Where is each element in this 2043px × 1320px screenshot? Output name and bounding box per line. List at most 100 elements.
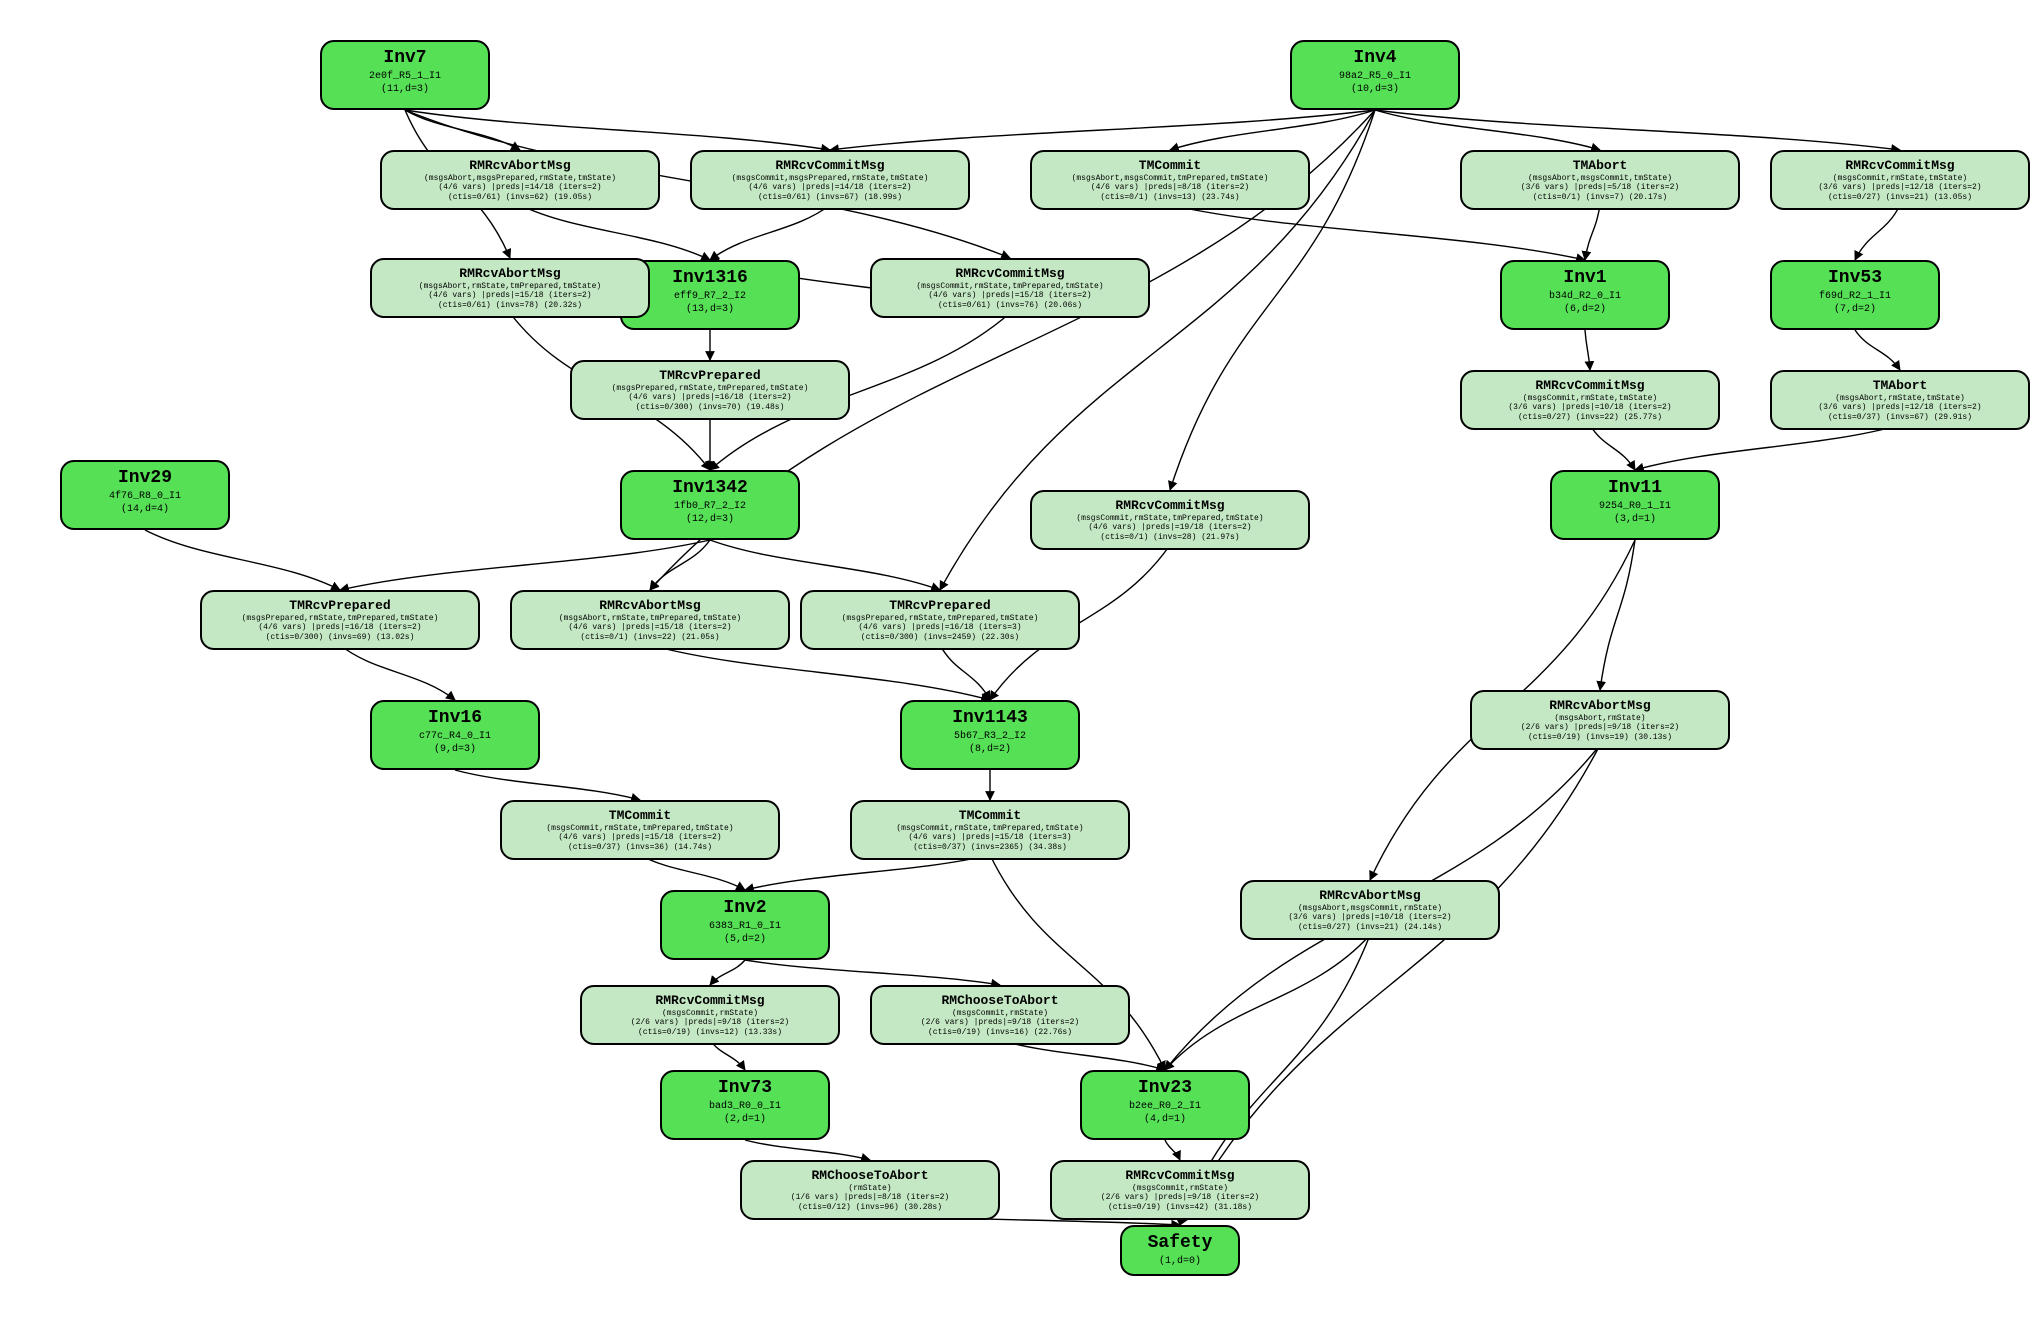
- node-meta: (10,d=3): [1302, 83, 1448, 96]
- inv-node-inv1342: Inv13421fb0_R7_2_I2(12,d=3): [620, 470, 800, 540]
- msg-title: TMAbort: [1472, 158, 1728, 174]
- msg-node-m4: TMAbort(msgsAbort,msgsCommit,tmState)(3/…: [1460, 150, 1740, 210]
- msg-line: (ctis=0/19) (invs=19) (30.13s): [1482, 733, 1718, 743]
- msg-node-m1: RMRcvAbortMsg(msgsAbort,msgsPrepared,rmS…: [380, 150, 660, 210]
- msg-line: (ctis=0/1) (invs=22) (21.05s): [522, 633, 778, 643]
- msg-line: (ctis=0/19) (invs=42) (31.18s): [1062, 1203, 1298, 1213]
- inv-node-inv7: Inv72e0f_R5_1_I1(11,d=3): [320, 40, 490, 110]
- edge: [1585, 330, 1590, 370]
- msg-node-m8: TMRcvPrepared(msgsPrepared,rmState,tmPre…: [570, 360, 850, 420]
- msg-line: (3/6 vars) |preds|=5/18 (iters=2): [1472, 183, 1728, 193]
- node-sub: 5b67_R3_2_I2: [912, 730, 1068, 743]
- edge: [1170, 110, 1375, 150]
- msg-node-m11: RMRcvCommitMsg(msgsCommit,rmState,tmPrep…: [1030, 490, 1310, 550]
- msg-node-m13: RMRcvAbortMsg(msgsAbort,rmState,tmPrepar…: [510, 590, 790, 650]
- node-sub: eff9_R7_2_I2: [632, 290, 788, 303]
- msg-node-m2: RMRcvCommitMsg(msgsCommit,msgsPrepared,r…: [690, 150, 970, 210]
- msg-line: (4/6 vars) |preds|=15/18 (iters=3): [862, 833, 1118, 843]
- msg-line: (4/6 vars) |preds|=16/18 (iters=3): [812, 623, 1068, 633]
- msg-node-m21: RMChooseToAbort(rmState)(1/6 vars) |pred…: [740, 1160, 1000, 1220]
- inv-node-inv23: Inv23b2ee_R0_2_I1(4,d=1): [1080, 1070, 1250, 1140]
- node-meta: (13,d=3): [632, 303, 788, 316]
- msg-title: RMRcvCommitMsg: [1472, 378, 1708, 394]
- msg-node-m9: RMRcvCommitMsg(msgsCommit,rmState,tmStat…: [1460, 370, 1720, 430]
- edge: [145, 530, 340, 590]
- edge: [940, 645, 990, 700]
- edge: [745, 1140, 870, 1160]
- node-title: Inv7: [332, 48, 478, 70]
- inv-node-inv73: Inv73bad3_R0_0_I1(2,d=1): [660, 1070, 830, 1140]
- edge: [1585, 205, 1600, 260]
- node-title: Inv73: [672, 1078, 818, 1100]
- node-meta: (1,d=0): [1132, 1255, 1228, 1268]
- edge: [1855, 205, 1900, 260]
- msg-line: (msgsCommit,rmState,tmPrepared,tmState): [862, 824, 1118, 834]
- msg-line: (3/6 vars) |preds|=12/18 (iters=2): [1782, 403, 2018, 413]
- msg-title: RMRcvCommitMsg: [592, 993, 828, 1009]
- msg-line: (ctis=0/300) (invs=70) (19.48s): [582, 403, 838, 413]
- msg-line: (2/6 vars) |preds|=9/18 (iters=2): [1482, 723, 1718, 733]
- msg-line: (ctis=0/37) (invs=67) (29.91s): [1782, 413, 2018, 423]
- msg-line: (msgsCommit,rmState,tmPrepared,tmState): [1042, 514, 1298, 524]
- msg-line: (msgsCommit,rmState,tmPrepared,tmState): [512, 824, 768, 834]
- msg-title: RMRcvAbortMsg: [1482, 698, 1718, 714]
- msg-line: (msgsPrepared,rmState,tmPrepared,tmState…: [812, 614, 1068, 624]
- edge: [340, 540, 710, 590]
- msg-line: (ctis=0/300) (invs=2459) (22.30s): [812, 633, 1068, 643]
- msg-title: RMChooseToAbort: [752, 1168, 988, 1184]
- node-title: Inv1316: [632, 268, 788, 290]
- node-sub: f69d_R2_1_I1: [1782, 290, 1928, 303]
- edge: [640, 855, 745, 890]
- edge: [1600, 540, 1635, 690]
- edge: [520, 205, 710, 260]
- msg-node-m5: RMRcvCommitMsg(msgsCommit,rmState,tmStat…: [1770, 150, 2030, 210]
- msg-line: (4/6 vars) |preds|=16/18 (iters=2): [582, 393, 838, 403]
- msg-title: TMCommit: [862, 808, 1118, 824]
- node-title: Inv1: [1512, 268, 1658, 290]
- msg-node-m14: TMRcvPrepared(msgsPrepared,rmState,tmPre…: [800, 590, 1080, 650]
- msg-line: (ctis=0/1) (invs=13) (23.74s): [1042, 193, 1298, 203]
- msg-node-m19: RMRcvCommitMsg(msgsCommit,rmState)(2/6 v…: [580, 985, 840, 1045]
- msg-line: (3/6 vars) |preds|=12/18 (iters=2): [1782, 183, 2018, 193]
- edge: [1165, 1140, 1180, 1160]
- msg-node-m7: RMRcvCommitMsg(msgsCommit,rmState,tmPrep…: [870, 258, 1150, 318]
- msg-title: RMRcvCommitMsg: [1782, 158, 2018, 174]
- msg-title: RMRcvCommitMsg: [1042, 498, 1298, 514]
- msg-line: (ctis=0/27) (invs=21) (24.14s): [1252, 923, 1488, 933]
- edge: [1635, 425, 1900, 470]
- msg-title: RMRcvAbortMsg: [1252, 888, 1488, 904]
- msg-line: (rmState): [752, 1184, 988, 1194]
- msg-title: TMRcvPrepared: [582, 368, 838, 384]
- msg-line: (msgsPrepared,rmState,tmPrepared,tmState…: [212, 614, 468, 624]
- msg-title: RMRcvAbortMsg: [522, 598, 778, 614]
- msg-title: RMRcvAbortMsg: [392, 158, 648, 174]
- msg-line: (ctis=0/61) (invs=78) (20.32s): [382, 301, 638, 311]
- inv-node-inv16: Inv16c77c_R4_0_I1(9,d=3): [370, 700, 540, 770]
- msg-line: (4/6 vars) |preds|=15/18 (iters=2): [882, 291, 1138, 301]
- msg-line: (msgsCommit,rmState): [592, 1009, 828, 1019]
- msg-line: (msgsAbort,msgsPrepared,rmState,tmState): [392, 174, 648, 184]
- node-meta: (2,d=1): [672, 1113, 818, 1126]
- edge: [745, 855, 990, 890]
- msg-line: (ctis=0/61) (invs=76) (20.06s): [882, 301, 1138, 311]
- edge: [830, 110, 1375, 150]
- msg-line: (msgsAbort,rmState,tmState): [1782, 394, 2018, 404]
- msg-title: RMRcvCommitMsg: [702, 158, 958, 174]
- msg-line: (4/6 vars) |preds|=15/18 (iters=2): [522, 623, 778, 633]
- msg-node-m17: TMCommit(msgsCommit,rmState,tmPrepared,t…: [850, 800, 1130, 860]
- node-sub: 9254_R0_1_I1: [1562, 500, 1708, 513]
- inv-node-safety: Safety(1,d=0): [1120, 1225, 1240, 1276]
- node-meta: (8,d=2): [912, 743, 1068, 756]
- node-sub: 98a2_R5_0_I1: [1302, 70, 1448, 83]
- inv-node-inv53: Inv53f69d_R2_1_I1(7,d=2): [1770, 260, 1940, 330]
- msg-node-m3: TMCommit(msgsAbort,msgsCommit,tmPrepared…: [1030, 150, 1310, 210]
- msg-title: TMCommit: [512, 808, 768, 824]
- msg-title: RMRcvCommitMsg: [882, 266, 1138, 282]
- edge: [1180, 745, 1600, 1225]
- msg-line: (msgsAbort,msgsCommit,tmPrepared,tmState…: [1042, 174, 1298, 184]
- msg-node-m6: RMRcvAbortMsg(msgsAbort,rmState,tmPrepar…: [370, 258, 650, 318]
- inv-node-inv4: Inv498a2_R5_0_I1(10,d=3): [1290, 40, 1460, 110]
- node-title: Safety: [1132, 1233, 1228, 1255]
- edge: [650, 540, 710, 590]
- msg-line: (msgsAbort,msgsCommit,tmState): [1472, 174, 1728, 184]
